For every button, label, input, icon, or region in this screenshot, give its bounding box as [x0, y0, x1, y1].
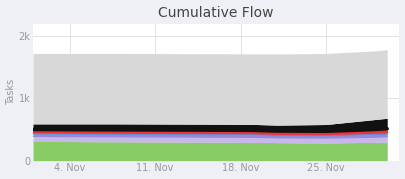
Title: Cumulative Flow: Cumulative Flow: [158, 6, 274, 20]
Y-axis label: Tasks: Tasks: [6, 79, 15, 105]
